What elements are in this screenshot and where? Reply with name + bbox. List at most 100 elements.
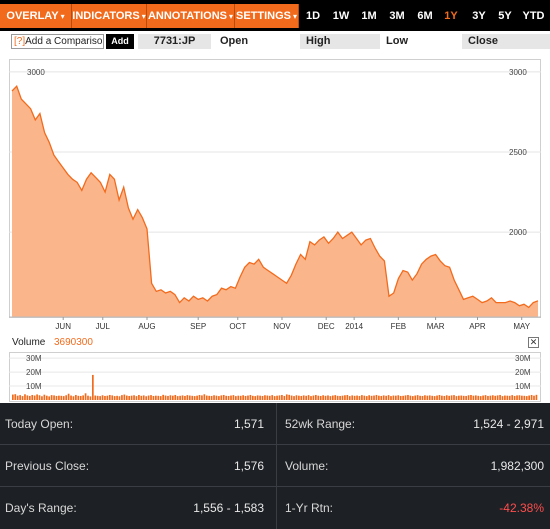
volume-bar [65,395,68,400]
x-tick-label: JUN [55,322,71,331]
volume-bar [470,394,472,400]
stats-row: Previous Close: 1,576 Volume: 1,982,300 [0,445,550,487]
52wk-range-value: 1,524 - 2,971 [473,417,544,431]
volume-bar [162,394,164,400]
range-1w-button[interactable]: 1W [328,4,354,28]
volume-bar [266,395,269,400]
volume-bar [472,395,475,400]
volume-bar [479,396,482,400]
volume-bar [450,395,453,400]
range-1d-button[interactable]: 1D [300,4,326,28]
volume-bar [268,395,271,400]
volume-bar [87,395,89,400]
settings-menu[interactable]: SETTINGS ▾ [235,4,299,28]
volume-bar [438,394,441,400]
volume-bar [230,395,232,400]
volume-tick-label-left: 10M [26,382,42,391]
volume-stat-value: 1,982,300 [490,459,544,473]
help-icon[interactable]: [?] [14,36,26,47]
volume-bar [535,394,538,400]
volume-label: Volume [12,337,46,348]
volume-bar [249,394,252,400]
volume-bar [198,394,201,400]
volume-bar [106,395,109,400]
volume-bar [477,395,480,400]
indicators-menu[interactable]: INDICATORS ▾ [72,4,147,28]
volume-bar [288,394,291,400]
volume-bar [26,395,29,400]
volume-bar [378,395,380,400]
price-chart[interactable]: 200020002500250030003000JUNJULAUGSEPOCTN… [9,59,541,334]
volume-bar [356,395,358,400]
volume-bar [373,395,375,400]
range-ytd-button[interactable]: YTD [519,4,548,28]
volume-bar [484,395,487,400]
volume-bar [171,395,174,400]
volume-bar [293,396,295,400]
volume-bar [53,395,55,400]
volume-bar [494,395,497,400]
volume-bar [382,395,385,400]
volume-bar [436,395,438,400]
volume-bar [506,395,509,400]
volume-bar [150,395,152,400]
volume-bar [458,395,460,400]
range-6m-button[interactable]: 6M [412,4,438,28]
volume-bar [227,395,230,400]
range-5y-button[interactable]: 5Y [493,4,517,28]
x-tick-label: NOV [273,322,291,331]
stats-divider [276,403,277,529]
volume-bar [489,395,492,400]
add-comparison-input[interactable]: [?]Add a Comparison [11,34,104,49]
volume-bar [491,395,494,400]
volume-bar [232,395,235,400]
52wk-range-label: 52wk Range: [285,417,356,431]
chevron-down-icon: ▾ [60,12,65,21]
days-range-value: 1,556 - 1,583 [193,501,264,515]
volume-bar [409,395,412,400]
x-tick-label: JUL [96,322,111,331]
volume-bar [455,396,458,400]
volume-bar [94,395,97,400]
volume-bar [518,395,521,400]
volume-bar [33,395,36,400]
overlay-menu[interactable]: OVERLAY ▾ [0,4,72,28]
range-1y-button[interactable]: 1Y [440,4,462,28]
volume-bar [220,395,223,400]
volume-bar [96,395,99,400]
range-3y-button[interactable]: 3Y [467,4,491,28]
volume-bar [77,395,80,400]
volume-bar [259,395,261,400]
volume-bar [19,395,21,400]
volume-bar [390,396,392,400]
volume-bar [157,395,160,400]
volume-bar [329,396,332,400]
volume-bar [121,395,123,400]
volume-bar [375,394,378,400]
today-open-value: 1,571 [233,417,264,431]
volume-bar [276,395,278,400]
volume-bar [128,395,131,400]
volume-bar [414,395,417,400]
range-3m-button[interactable]: 3M [384,4,410,28]
x-tick-label: MAY [513,322,530,331]
volume-bar [528,395,530,400]
previous-close-label: Previous Close: [5,459,90,473]
annotations-menu[interactable]: ANNOTATIONS ▾ [147,4,235,28]
volume-bar [218,396,220,400]
y-tick-label-right: 2000 [509,228,527,237]
close-icon[interactable]: ✕ [528,337,539,348]
one-yr-return-label: 1-Yr Rtn: [285,501,334,515]
volume-bar [31,394,34,400]
volume-bar [487,395,489,400]
add-comparison-button[interactable]: Add [106,34,134,49]
volume-bar [14,394,17,400]
volume-bar [431,395,434,400]
volume-bar [67,393,70,400]
range-1m-button[interactable]: 1M [356,4,382,28]
volume-bar [264,395,266,400]
volume-bar [322,395,324,400]
volume-frame [9,352,541,402]
volume-bar [283,395,286,400]
volume-bar [101,395,104,400]
